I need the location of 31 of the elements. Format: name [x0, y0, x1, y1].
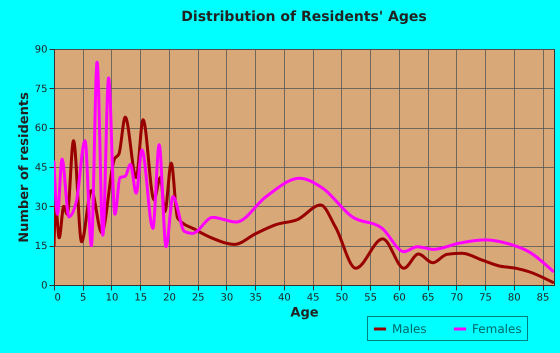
- y-tick-label: 0: [41, 280, 48, 292]
- x-tick-label: 60: [392, 292, 406, 304]
- y-tick-label: 15: [34, 241, 48, 252]
- x-tick-label: 75: [479, 292, 492, 304]
- x-tick-label: 35: [249, 292, 262, 304]
- y-axis-title: Number of residents: [16, 92, 32, 243]
- legend-label: Females: [472, 322, 522, 336]
- y-tick-label: 45: [34, 162, 48, 174]
- chart-title: Distribution of Residents' Ages: [181, 9, 427, 25]
- x-tick-label: 65: [422, 292, 434, 304]
- legend-label: Males: [392, 322, 427, 336]
- x-tick-label: 85: [536, 292, 550, 304]
- line-series: [54, 60, 554, 273]
- x-tick-label: 50: [335, 292, 348, 304]
- x-tick-label: 20: [163, 292, 176, 304]
- y-tick-label: 60: [34, 123, 48, 134]
- x-tick-label: 45: [306, 292, 320, 304]
- x-tick-label: 0: [54, 292, 61, 304]
- x-tick-label: 15: [134, 292, 148, 304]
- x-tick-label: 80: [508, 292, 521, 304]
- y-tick-label: 90: [34, 44, 48, 56]
- x-tick-label: 40: [278, 292, 291, 304]
- x-tick-label: 10: [106, 292, 118, 304]
- x-tick-label: 70: [450, 292, 464, 304]
- x-axis-title: Age: [290, 306, 319, 320]
- y-tick-label: 30: [34, 202, 48, 213]
- x-tick-label: 30: [220, 292, 234, 304]
- x-tick-label: 25: [192, 292, 205, 304]
- x-tick-label: 5: [80, 292, 86, 304]
- x-tick-label: 55: [364, 292, 377, 304]
- y-tick-label: 75: [34, 84, 48, 95]
